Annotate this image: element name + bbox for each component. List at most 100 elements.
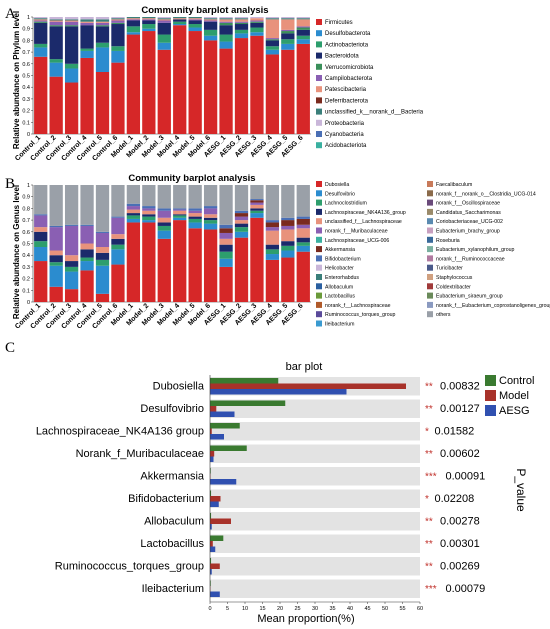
bar-Model-Ruminococcus_torques_group (210, 563, 220, 569)
bar-segment-Control_2-Proteobacteria (49, 17, 63, 20)
bar-segment-Model_3-Actinobacteriota (157, 34, 171, 43)
bar-segment-Control_5-unclassified_k__norank_d__Bacteria (95, 19, 110, 22)
legend-swatch-Roseburia (427, 236, 433, 243)
bar-segment-Model_5-others (188, 185, 202, 209)
bar-Control-Ileibacterium (210, 580, 211, 586)
bar-segment-Model_2-unclassified_k__norank_d__Bacteria (142, 17, 156, 19)
bar-segment-AESG_1-Lachnospiraceae_NK4A136_group (219, 244, 233, 252)
bar-segment-AESG_4-Desulfobacterota (265, 49, 280, 55)
bar-segment-Model_6-Patescibacteria (203, 19, 218, 21)
bar-segment-Control_1-Campilobacterota (34, 20, 48, 22)
bar-segment-AESG_2-Dubosiella (234, 237, 249, 302)
bar-segment-AESG_6-Actinobacteriota (296, 35, 310, 40)
legend-label-Dubosiella: Dubosiella (325, 182, 349, 188)
y-tick-label: 0.8 (22, 206, 30, 212)
bar-segment-AESG_6-Desulfobacterota (296, 39, 310, 44)
category-label: Ruminococcus_torques_group (55, 560, 204, 572)
bar-AESG-Lachnospiraceae_NK4A136 group (210, 434, 224, 440)
bar-segment-Control_5-Actinobacteriota (95, 42, 110, 48)
bar-AESG-Lactobacillus (210, 546, 216, 552)
category-label: Norank_f_Muribaculaceae (76, 448, 204, 460)
bar-segment-Control_2-Patescibacteria (49, 20, 63, 22)
legend-swatch-Firmicutes (316, 19, 322, 25)
row-background-Lachnospiraceae_NK4A136 group (210, 422, 420, 441)
bar-segment-Control_4-unclassified_k__norank_d__Bacteria (80, 19, 94, 22)
legend-swatch-Dubosiella (316, 181, 322, 187)
bar-segment-AESG_4-others (265, 185, 280, 221)
bar-segment-Model_5-Firmicutes (188, 31, 202, 134)
bar-segment-Control_2-others (49, 185, 63, 226)
bar-segment-Model_1-others (126, 185, 141, 204)
legend-label-Firmicutes: Firmicutes (325, 20, 353, 26)
bar-segment-Control_5-Proteobacteria (95, 17, 110, 20)
bar-segment-Model_2-unclassified_f__Lachnospiraceae (142, 210, 156, 215)
bar-segment-Model_4-unclassified_f__Lachnospiraceae (173, 210, 187, 215)
bar-segment-AESG_3-Lachnoclostridium (250, 210, 264, 214)
bar-segment-Model_3-Desulfovibrio (157, 230, 171, 239)
bar-Model-Dubosiella (210, 383, 406, 389)
bar-segment-Control_4-Lachnospiraceae_NK4A136_group (80, 249, 94, 258)
bar-segment-AESG_5-Bacteroidota (281, 33, 295, 40)
category-label: Lachnospiraceae_NK4A136 group (36, 425, 204, 437)
bar-segment-AESG_4-Campilobacterota (265, 38, 280, 40)
bar-segment-Model_3-Bacteroidota (157, 22, 171, 35)
legend-label-Candidatus_Saccharimonas: Candidatus_Saccharimonas (436, 210, 501, 216)
bar-segment-Control_1-Desulfovibrio (34, 247, 48, 262)
bar-segment-Control_6-Dubosiella (111, 264, 125, 302)
bar-segment-AESG_5-Campilobacterota (281, 29, 295, 32)
bar-segment-AESG_1-Desulfovibrio (219, 258, 233, 267)
bar-segment-Control_6-Desulfovibrio (111, 249, 125, 265)
bar-segment-Model_4-Bacteroidota (173, 19, 187, 22)
bar-segment-Model_3-Lachnospiraceae_NK4A136_group (157, 222, 171, 226)
bar-segment-Control_5-Lachnoclostridium (95, 259, 110, 266)
bar-Control-Lachnospiraceae_NK4A136 group (210, 423, 240, 429)
bar-segment-Model_5-Actinobacteriota (188, 24, 202, 28)
bar-segment-Control_5-Desulfobacterota (95, 47, 110, 72)
bar-segment-Control_5-Firmicutes (95, 71, 110, 134)
bar-segment-Control_4-others (80, 185, 94, 225)
bar-segment-AESG_2-Desulfovibrio (234, 231, 249, 238)
bar-segment-Model_2-Bacteroidota (142, 20, 156, 25)
bar-segment-Model_6-Actinobacteriota (203, 29, 218, 36)
bar-segment-Model_2-Dubosiella (142, 222, 156, 302)
bar-segment-Control_3-Patescibacteria (64, 20, 79, 22)
legend-swatch-Allobaculum (316, 283, 322, 290)
legend-label-Acidobacteriota: Acidobacteriota (325, 143, 367, 149)
bar-segment-AESG_6-others (296, 185, 310, 217)
bar-segment-Control_5-norank_f__Muribaculaceae (95, 232, 110, 248)
legend-label-norank_f__norank_o__Clostridia_UCG-014: norank_f__norank_o__Clostridia_UCG-014 (436, 191, 536, 197)
bar-segment-AESG_1-Campilobacterota (219, 21, 233, 23)
bar-segment-AESG_3-Firmicutes (250, 35, 264, 134)
bar-segment-Model_4-Dubosiella (173, 220, 187, 302)
bar-AESG-Ruminococcus_torques_group (210, 569, 212, 575)
bar-segment-Model_4-Desulfobacterota (173, 24, 187, 26)
bar-segment-Control_5-Campilobacterota (95, 22, 110, 26)
bar-segment-AESG_5-Desulfobacterota (281, 43, 295, 50)
bar-segment-AESG_1-Patescibacteria (219, 19, 233, 22)
p-value: 0.01582 (435, 425, 475, 437)
significance-stars: ** (425, 539, 433, 550)
bar-segment-Control_3-Proteobacteria (64, 17, 79, 20)
legend-label-norank_f__Lachnospiraceae: norank_f__Lachnospiraceae (325, 303, 391, 309)
significance-stars: ** (425, 561, 433, 572)
bar-segment-Model_3-Firmicutes (157, 49, 171, 135)
bar-AESG-Bifidobacterium (210, 501, 219, 507)
bar-segment-Control_1-Actinobacteriota (34, 43, 48, 48)
row-background-Ileibacterium (210, 579, 420, 598)
bar-segment-Control_1-Proteobacteria (34, 17, 48, 19)
bar-Control-Akkermansia (210, 468, 211, 474)
p-value: 0.00301 (440, 538, 480, 550)
bar-segment-AESG_5-norank_f__Muribaculaceae (281, 225, 295, 230)
bar-segment-Model_3-Campilobacterota (157, 20, 171, 23)
bar-segment-Control_6-norank_f__Muribaculaceae (111, 217, 125, 235)
bar-Model-Lachnospiraceae_NK4A136 group (210, 428, 212, 434)
bar-segment-Control_1-Bacteroidota (34, 22, 48, 44)
bar-segment-AESG_1-Proteobacteria (219, 17, 233, 19)
bar-segment-AESG_2-others (234, 185, 249, 211)
bar-segment-Model_1-Patescibacteria (126, 18, 141, 20)
bar-AESG-Ileibacterium (210, 591, 220, 597)
bar-segment-Model_4-Firmicutes (173, 25, 187, 134)
bar-AESG-Akkermansia (210, 479, 237, 485)
bar-segment-Model_2-Desulfobacterota (142, 28, 156, 32)
p-value: 0.00127 (440, 403, 480, 415)
